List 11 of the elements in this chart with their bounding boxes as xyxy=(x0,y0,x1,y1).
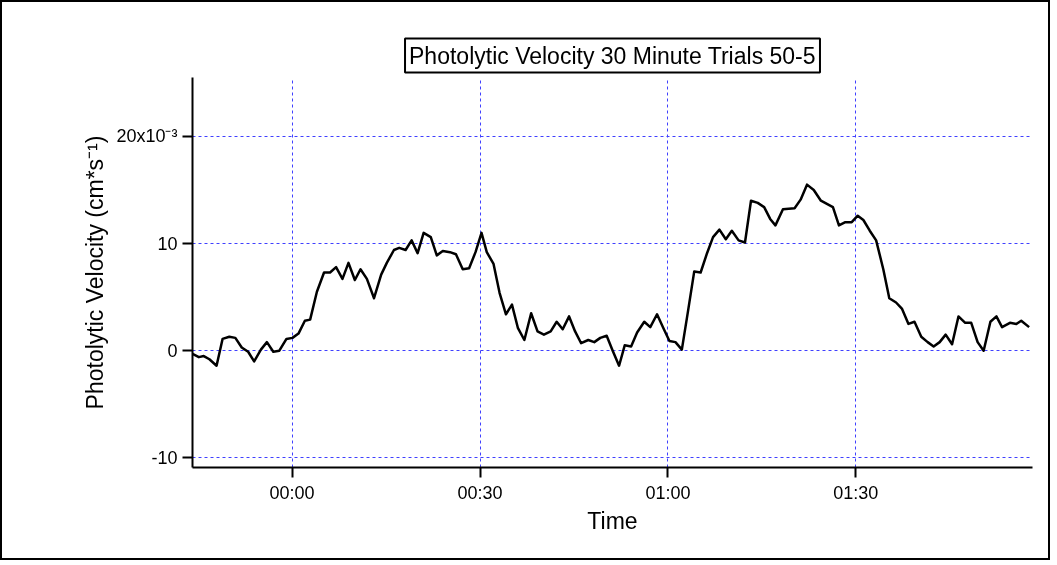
x-axis-title: Time xyxy=(587,507,638,534)
x-tick-label: 00:00 xyxy=(269,482,315,503)
y-tick-label: -10 xyxy=(151,447,178,468)
text: 20x10⁻³ xyxy=(116,126,178,147)
y-axis-title: Photolytic Velocity (cm*s⁻¹) xyxy=(82,135,109,410)
x-tick-label: 00:30 xyxy=(457,482,503,503)
x-tick-label: 01:30 xyxy=(833,482,879,503)
y-tick-label: 10 xyxy=(157,233,178,254)
chart-title: Photolytic Velocity 30 Minute Trials 50-5 xyxy=(409,42,816,69)
x-tick-label: 01:00 xyxy=(645,482,691,503)
y-tick-label: 0 xyxy=(167,340,178,361)
